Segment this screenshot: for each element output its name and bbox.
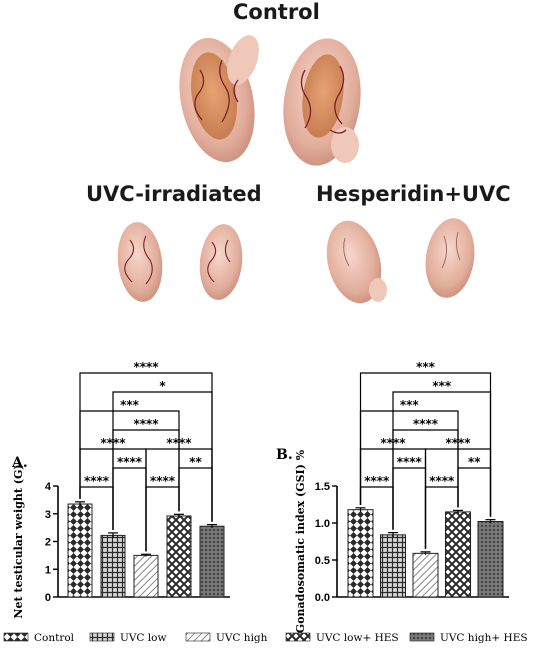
bar-control bbox=[67, 503, 93, 598]
legend-swatch bbox=[185, 632, 211, 642]
significance-label: *** bbox=[416, 360, 436, 374]
panel-a-letter: A. bbox=[12, 455, 28, 471]
legend-swatch bbox=[285, 632, 311, 642]
significance-label: **** bbox=[413, 417, 439, 431]
significance-label: *** bbox=[120, 398, 140, 412]
y-tick-label: 3 bbox=[45, 509, 51, 521]
panel-b-letter: B. bbox=[276, 447, 293, 463]
y-tick-label: 1 bbox=[45, 564, 51, 576]
significance-label: * bbox=[159, 379, 166, 393]
control-photo-label: Control bbox=[233, 0, 320, 24]
significance-label: **** bbox=[429, 474, 455, 488]
legend-label: UVC low bbox=[120, 632, 166, 644]
significance-bracket bbox=[359, 372, 492, 517]
significance-label: *** bbox=[400, 398, 420, 412]
significance-label: **** bbox=[150, 474, 176, 488]
bar-uvc-high-hes bbox=[477, 521, 504, 598]
hes-testis-right-image bbox=[425, 218, 475, 298]
y-axis-label: Net testicular weight (G) bbox=[12, 464, 25, 618]
legend-label: Control bbox=[34, 632, 75, 644]
uvc-testis-right-image bbox=[199, 224, 243, 300]
legend-label: UVC high+ HES bbox=[440, 632, 528, 644]
significance-bracket bbox=[79, 372, 213, 522]
significance-label: **** bbox=[364, 474, 390, 488]
y-tick-label: 1.5 bbox=[315, 481, 330, 493]
y-tick-label: 4 bbox=[45, 481, 52, 493]
bar-uvc-high bbox=[133, 554, 159, 598]
significance-bracket bbox=[457, 467, 492, 517]
legend: Control UVC low UVC high UVC low+ HES UVC hi… bbox=[3, 632, 528, 644]
y-axis-label: Gonadosomatic index (GSI) % bbox=[294, 449, 307, 633]
legend-swatch bbox=[3, 632, 29, 642]
significance-bracket bbox=[178, 467, 213, 522]
bar-uvc-low-hes bbox=[166, 515, 192, 598]
significance-label: ** bbox=[189, 455, 202, 469]
significance-label: **** bbox=[133, 417, 159, 431]
bar-uvc-low-hes bbox=[445, 511, 471, 598]
hes-testis-left-image bbox=[326, 220, 387, 304]
control-testis-left-image bbox=[179, 35, 259, 163]
legend-swatch bbox=[409, 632, 435, 642]
hesperidin-photo-label: Hesperidin+UVC bbox=[316, 182, 511, 206]
y-tick-label: 1.0 bbox=[315, 518, 330, 530]
legend-swatch bbox=[89, 632, 115, 642]
y-tick-label: 0 bbox=[45, 592, 51, 604]
significance-label: *** bbox=[432, 379, 452, 393]
bar-control bbox=[347, 509, 374, 598]
y-tick-label: 0.5 bbox=[315, 555, 330, 567]
significance-label: ** bbox=[468, 455, 481, 469]
significance-label: **** bbox=[117, 455, 143, 469]
chart-b: 0.0 0.5 1.0 1.5 Gonadosomatic index (GSI) % *… bbox=[294, 360, 509, 633]
bar-uvc-high bbox=[412, 552, 439, 598]
legend-label: UVC high bbox=[216, 632, 268, 644]
significance-label: **** bbox=[84, 474, 110, 488]
bar-uvc-low bbox=[100, 534, 126, 598]
legend-label: UVC low+ HES bbox=[316, 632, 399, 644]
y-tick-label: 0.0 bbox=[315, 592, 330, 604]
control-testis-right-image bbox=[283, 38, 361, 166]
uvc-testis-left-image bbox=[117, 222, 163, 302]
uvc-photo-label: UVC-irradiated bbox=[86, 182, 262, 206]
bar-uvc-high-hes bbox=[199, 525, 225, 598]
significance-label: **** bbox=[397, 455, 423, 469]
bar-uvc-low bbox=[380, 534, 406, 598]
significance-label: **** bbox=[133, 360, 159, 374]
y-tick-label: 2 bbox=[45, 537, 51, 549]
